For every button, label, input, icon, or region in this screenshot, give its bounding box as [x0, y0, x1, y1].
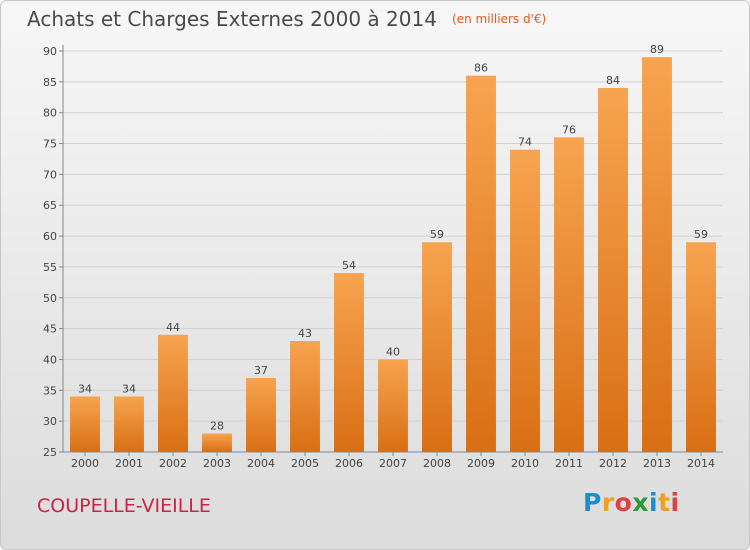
y-tick-label: 55 — [43, 261, 57, 274]
y-tick-label: 60 — [43, 230, 57, 243]
x-tick-label: 2008 — [423, 457, 451, 470]
bar-2006 — [334, 273, 364, 452]
logo-letter: o — [614, 488, 633, 517]
bar-2002 — [158, 334, 188, 452]
value-label-2006: 54 — [342, 259, 356, 272]
x-tick-label: 2006 — [335, 457, 363, 470]
bar-2013 — [642, 57, 672, 453]
y-tick-label: 40 — [43, 353, 57, 366]
y-tick-label: 25 — [43, 446, 57, 459]
bar-2005 — [290, 340, 320, 452]
bar-2003 — [202, 433, 232, 452]
bar-2004 — [246, 377, 276, 452]
y-tick-label: 45 — [43, 323, 57, 336]
y-tick-label: 70 — [43, 168, 57, 181]
title-row: Achats et Charges Externes 2000 à 2014 (… — [27, 7, 546, 31]
value-label-2009: 86 — [474, 62, 488, 75]
value-label-2002: 44 — [166, 321, 180, 334]
bar-2000 — [70, 396, 100, 452]
bar-2011 — [554, 137, 584, 452]
x-tick-label: 2000 — [71, 457, 99, 470]
logo-letter: i — [670, 488, 680, 517]
bar-2009 — [466, 75, 496, 452]
y-tick-label: 90 — [43, 45, 57, 58]
proxiti-logo: Proxiti — [583, 488, 680, 517]
logo-letter: i — [649, 488, 659, 517]
value-label-2000: 34 — [78, 382, 92, 395]
value-label-2003: 28 — [210, 419, 224, 432]
x-tick-label: 2002 — [159, 457, 187, 470]
value-labels: 34 34 44 28 37 43 54 40 59 86 74 76 84 89 59 — [78, 43, 708, 432]
value-label-2001: 34 — [122, 382, 136, 395]
value-label-2004: 37 — [254, 364, 268, 377]
y-tick-label: 65 — [43, 199, 57, 212]
y-tick-label: 75 — [43, 138, 57, 151]
value-label-2014: 59 — [694, 228, 708, 241]
value-label-2013: 89 — [650, 43, 664, 56]
bar-2008 — [422, 242, 452, 452]
x-tick-label: 2009 — [467, 457, 495, 470]
value-label-2005: 43 — [298, 327, 312, 340]
bar-2012 — [598, 88, 628, 452]
bar-2010 — [510, 149, 540, 452]
value-label-2007: 40 — [386, 345, 400, 358]
value-label-2012: 84 — [606, 74, 620, 87]
commune-name: COUPELLE-VIEILLE — [37, 495, 211, 517]
bar-2007 — [378, 359, 408, 452]
x-tick-label: 2014 — [687, 457, 715, 470]
x-tick-label: 2003 — [203, 457, 231, 470]
chart-unit: (en milliers d'€) — [452, 12, 547, 26]
x-tick-label: 2005 — [291, 457, 319, 470]
logo-letter: t — [658, 488, 671, 517]
x-tick-label: 2012 — [599, 457, 627, 470]
x-tick-label: 2011 — [555, 457, 583, 470]
bar-2001 — [114, 396, 144, 452]
x-tick-label: 2007 — [379, 457, 407, 470]
x-tick-label: 2010 — [511, 457, 539, 470]
value-label-2011: 76 — [562, 123, 576, 136]
y-tick-label: 30 — [43, 415, 57, 428]
y-tick-label: 35 — [43, 384, 57, 397]
value-label-2010: 74 — [518, 136, 532, 149]
logo-letter: P — [583, 488, 602, 517]
bars — [70, 57, 716, 453]
y-tick-label: 85 — [43, 76, 57, 89]
x-tick-label: 2013 — [643, 457, 671, 470]
chart-title: Achats et Charges Externes 2000 à 2014 — [27, 7, 437, 31]
value-label-2008: 59 — [430, 228, 444, 241]
y-tick-label: 50 — [43, 292, 57, 305]
y-tick-label: 80 — [43, 107, 57, 120]
x-tick-label: 2001 — [115, 457, 143, 470]
logo-letter: x — [632, 488, 649, 517]
bar-2014 — [686, 242, 716, 452]
x-tick-label: 2004 — [247, 457, 275, 470]
logo-letter: r — [601, 488, 615, 517]
